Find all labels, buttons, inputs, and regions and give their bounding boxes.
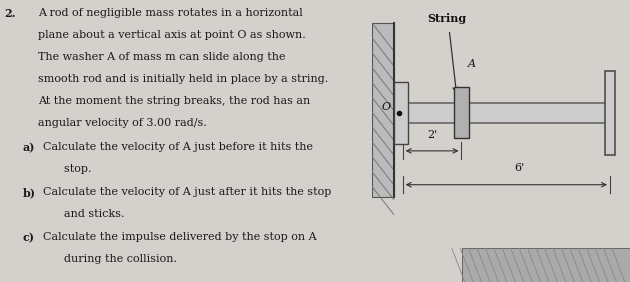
Text: angular velocity of 3.00 rad/s.: angular velocity of 3.00 rad/s. bbox=[38, 118, 207, 128]
Text: smooth rod and is initially held in place by a string.: smooth rod and is initially held in plac… bbox=[38, 74, 328, 84]
Text: Calculate the velocity of A just before it hits the: Calculate the velocity of A just before … bbox=[43, 142, 314, 152]
Bar bbox=[454, 87, 469, 138]
Text: 2.: 2. bbox=[4, 8, 15, 19]
Text: stop.: stop. bbox=[43, 164, 92, 174]
Text: a): a) bbox=[23, 142, 35, 153]
Bar bbox=[394, 82, 408, 144]
Text: 6': 6' bbox=[514, 164, 524, 173]
Bar bbox=[605, 70, 614, 155]
Text: String: String bbox=[427, 13, 466, 24]
Bar bbox=[462, 248, 630, 282]
Text: and sticks.: and sticks. bbox=[43, 209, 125, 219]
Text: c): c) bbox=[23, 232, 35, 243]
Text: 2': 2' bbox=[427, 130, 437, 140]
Text: Calculate the velocity of A just after it hits the stop: Calculate the velocity of A just after i… bbox=[43, 187, 332, 197]
Text: O: O bbox=[382, 102, 391, 112]
Bar bbox=[403, 103, 612, 123]
Text: A: A bbox=[468, 59, 476, 69]
Text: plane about a vertical axis at point O as shown.: plane about a vertical axis at point O a… bbox=[38, 30, 306, 40]
Text: At the moment the string breaks, the rod has an: At the moment the string breaks, the rod… bbox=[38, 96, 310, 106]
Text: b): b) bbox=[23, 187, 36, 198]
Bar bbox=[372, 23, 394, 197]
Text: A rod of negligible mass rotates in a horizontal: A rod of negligible mass rotates in a ho… bbox=[38, 8, 302, 18]
Text: Calculate the impulse delivered by the stop on A: Calculate the impulse delivered by the s… bbox=[43, 232, 317, 242]
Text: The washer A of mass m can slide along the: The washer A of mass m can slide along t… bbox=[38, 52, 285, 62]
Text: during the collision.: during the collision. bbox=[43, 254, 178, 264]
